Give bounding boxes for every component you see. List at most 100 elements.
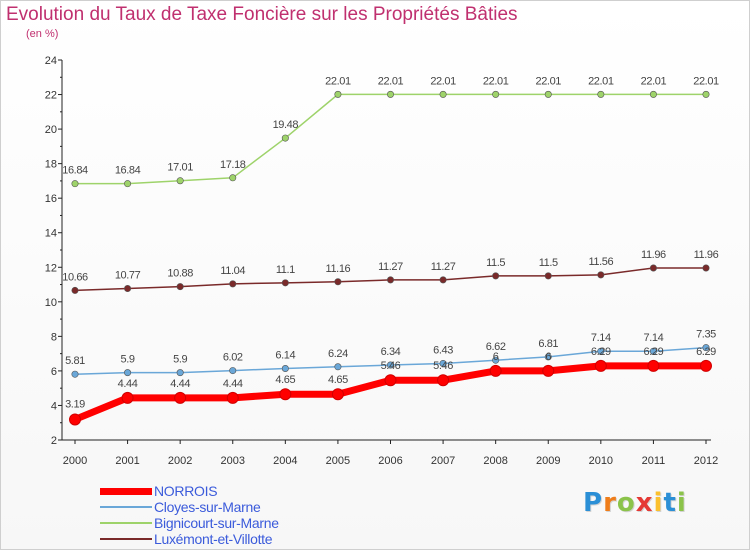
data-label: 6 (493, 351, 499, 363)
logo-letter: o (616, 488, 636, 518)
data-point (176, 177, 184, 185)
logo-letter: x (635, 488, 654, 518)
proxiti-logo: Proxiti (583, 488, 687, 518)
data-label: 6 (545, 351, 551, 363)
series-line-0 (71, 362, 710, 423)
legend-item: Luxémont-et-Villotte (100, 531, 360, 547)
y-tick-label: 18 (45, 159, 57, 171)
legend-swatch (100, 506, 152, 508)
logo-letter: P (583, 488, 604, 518)
data-label: 19.48 (273, 119, 299, 131)
y-tick-label: 24 (45, 55, 57, 67)
data-point (597, 271, 605, 279)
y-tick-label: 8 (51, 331, 57, 343)
legend-item: NORROIS (100, 483, 360, 499)
chart-unit-label: (en %) (26, 28, 59, 40)
data-point (492, 272, 500, 280)
x-tick-label: 2004 (273, 455, 297, 467)
data-label: 16.84 (115, 165, 141, 177)
data-label: 17.18 (220, 159, 246, 171)
data-label: 11.27 (378, 261, 403, 273)
data-label: 16.84 (62, 165, 88, 177)
data-label: 22.01 (535, 75, 561, 87)
data-label: 22.01 (641, 75, 667, 87)
x-tick-label: 2002 (168, 455, 192, 467)
data-label: 11.27 (431, 261, 456, 273)
data-point (176, 283, 184, 291)
y-tick-label: 6 (51, 366, 57, 378)
x-tick-label: 2005 (326, 455, 350, 467)
data-label: 11.5 (539, 257, 558, 269)
data-point (492, 90, 500, 98)
x-tick-label: 2003 (221, 455, 245, 467)
data-point (594, 359, 607, 372)
data-point (229, 280, 237, 288)
logo-letter: i (676, 488, 687, 518)
y-tick-label: 4 (51, 400, 57, 412)
data-label: 7.14 (591, 332, 611, 344)
data-point (279, 388, 292, 401)
data-label: 3.19 (65, 398, 85, 410)
y-tick-label: 12 (45, 262, 57, 274)
data-point (439, 90, 447, 98)
x-tick-label: 2006 (378, 455, 402, 467)
data-point (544, 272, 552, 280)
data-point (439, 359, 447, 367)
logo-letter: i (653, 488, 664, 518)
legend-swatch (100, 522, 152, 524)
data-label: 11.5 (486, 257, 505, 269)
x-tick-label: 2000 (63, 455, 87, 467)
x-tick-label: 2011 (642, 455, 666, 467)
data-label: 6.14 (275, 349, 295, 361)
data-point (647, 359, 660, 372)
data-label: 10.66 (62, 271, 88, 283)
data-label: 22.01 (325, 75, 351, 87)
data-label: 5.9 (121, 354, 135, 366)
data-point (702, 264, 710, 272)
data-label: 4.44 (170, 378, 190, 390)
data-label: 11.16 (326, 263, 351, 275)
data-point (124, 369, 132, 377)
data-point (649, 264, 657, 272)
data-label: 6.02 (223, 352, 243, 364)
data-point (71, 370, 79, 378)
data-label: 4.44 (223, 378, 243, 390)
data-label: 6.34 (381, 346, 401, 358)
data-point (281, 279, 289, 287)
data-label: 22.01 (430, 75, 456, 87)
y-tick-label: 10 (45, 297, 57, 309)
legend-swatch (100, 538, 152, 540)
data-point (334, 90, 342, 98)
x-tick-label: 2007 (431, 455, 455, 467)
data-point (544, 90, 552, 98)
data-point (597, 347, 605, 355)
data-point (492, 356, 500, 364)
data-point (386, 361, 394, 369)
data-label: 6.24 (328, 348, 348, 360)
data-point (439, 276, 447, 284)
data-label: 11.96 (641, 249, 666, 261)
data-point (176, 369, 184, 377)
data-point (489, 364, 502, 377)
data-point (437, 374, 450, 387)
data-point (281, 134, 289, 142)
data-label: 22.01 (588, 75, 614, 87)
data-point (124, 180, 132, 188)
data-point (544, 353, 552, 361)
data-point (702, 344, 710, 352)
data-label: 6.29 (644, 346, 664, 358)
data-label: 22.01 (483, 75, 509, 87)
data-label: 11.1 (276, 264, 295, 276)
data-label: 7.14 (644, 332, 664, 344)
y-tick-label: 20 (45, 124, 57, 136)
data-label: 10.77 (115, 270, 141, 282)
data-point (597, 90, 605, 98)
x-tick-label: 2008 (483, 455, 507, 467)
data-point (226, 391, 239, 404)
data-label: 6.62 (486, 341, 506, 353)
x-tick-label: 2012 (694, 455, 718, 467)
data-point (229, 174, 237, 182)
x-tick-label: 2009 (536, 455, 560, 467)
data-label: 5.9 (173, 354, 187, 366)
